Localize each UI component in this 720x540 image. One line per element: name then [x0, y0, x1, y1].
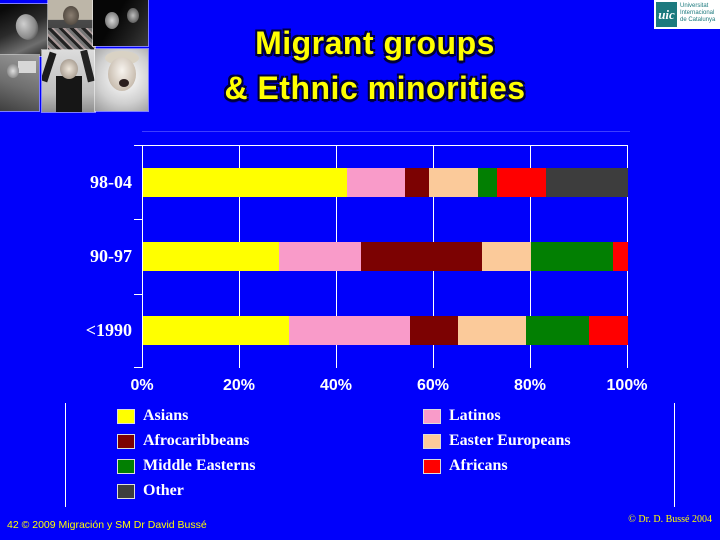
y-axis-tick: [134, 219, 142, 220]
legend-item-easter-europeans: Easter Europeans: [424, 432, 571, 449]
legend-item-africans: Africans: [424, 457, 508, 474]
bar-row-98-04: [143, 168, 628, 197]
x-tick-label: 100%: [606, 377, 648, 394]
plot-top-border: [142, 145, 628, 146]
x-tick-label: 40%: [319, 377, 353, 394]
x-tick-label: 80%: [513, 377, 547, 394]
bw-photo-man-patterned-shirt: [48, 0, 95, 56]
legend-swatch-icon: [424, 434, 440, 448]
legend-label: Afrocaribbeans: [143, 432, 250, 449]
bar-segment-afrocaribbeans: [409, 316, 459, 345]
slide-title-line2: & Ethnic minorities: [224, 70, 526, 106]
university-logo: uic Universitat Internacional de Catalun…: [654, 0, 720, 29]
legend-label: Asians: [143, 407, 189, 424]
legend-item-other: Other: [118, 482, 184, 499]
bar-segment-latinos: [278, 242, 362, 271]
bar-segment-africans: [613, 242, 628, 271]
bar-segment-middle-easterns: [526, 316, 590, 345]
legend-swatch-icon: [424, 459, 440, 473]
photo-collage: [0, 0, 148, 113]
bar-segment-latinos: [288, 316, 410, 345]
bar-segment-middle-easterns: [530, 242, 614, 271]
bar-segment-asians: [143, 242, 279, 271]
category-label-98-04: 98-04: [90, 172, 132, 192]
legend-swatch-icon: [118, 434, 134, 448]
bar-segment-asians: [143, 168, 347, 197]
slide-title: Migrant groups & Ethnic minorities: [150, 21, 600, 111]
y-axis-tick: [134, 294, 142, 295]
bw-photo-two-people-dark: [93, 0, 148, 46]
category-label-90-97: 90-97: [90, 246, 132, 266]
bar-row-<1990: [143, 316, 628, 345]
bw-photo-person-in-room: [0, 55, 39, 111]
legend-swatch-icon: [118, 459, 134, 473]
chart-frame-left-line: [65, 403, 66, 507]
legend-item-asians: Asians: [118, 407, 189, 424]
y-axis-tick: [134, 367, 142, 368]
uic-logo-icon: uic: [656, 2, 677, 27]
bw-photo-laughing-woman: [95, 49, 148, 111]
legend-label: Middle Easterns: [143, 457, 256, 474]
y-axis-tick: [134, 145, 142, 146]
bar-segment-easter-europeans: [429, 168, 478, 197]
legend-item-afrocaribbeans: Afrocaribbeans: [118, 432, 250, 449]
bar-segment-africans: [497, 168, 546, 197]
legend-item-middle-easterns: Middle Easterns: [118, 457, 256, 474]
university-logo-text: Universitat Internacional de Catalunya: [680, 3, 716, 23]
footer-credit-right: © Dr. D. Bussé 2004: [628, 514, 712, 525]
x-tick-label: 60%: [416, 377, 450, 394]
chart-frame-right-line: [674, 403, 675, 507]
bw-photo-man-arms-raised: [42, 50, 95, 112]
bar-segment-afrocaribbeans: [361, 242, 483, 271]
legend-swatch-icon: [118, 409, 134, 423]
bar-segment-middle-easterns: [477, 168, 498, 197]
bar-segment-latinos: [346, 168, 405, 197]
bar-segment-other: [545, 168, 628, 197]
legend-label: Easter Europeans: [449, 432, 571, 449]
bar-segment-africans: [589, 316, 628, 345]
legend-swatch-icon: [424, 409, 440, 423]
chart-frame-top-line: [142, 131, 630, 132]
legend-swatch-icon: [118, 484, 134, 498]
bw-photo-man-looking-up: [0, 4, 50, 56]
legend-item-latinos: Latinos: [424, 407, 501, 424]
legend-label: Africans: [449, 457, 508, 474]
slide-title-line1: Migrant groups: [255, 25, 495, 61]
legend-label: Other: [143, 482, 184, 499]
plot-area: [134, 145, 628, 368]
bar-segment-easter-europeans: [458, 316, 527, 345]
bar-segment-asians: [143, 316, 289, 345]
legend-label: Latinos: [449, 407, 501, 424]
x-tick-label: 20%: [222, 377, 256, 394]
bar-row-90-97: [143, 242, 628, 271]
category-label-<1990: <1990: [85, 320, 132, 340]
x-tick-label: 0%: [130, 377, 154, 394]
bar-segment-easter-europeans: [482, 242, 531, 271]
footer-credit-left: 42 © 2009 Migración y SM Dr David Bussé: [7, 519, 207, 531]
gridline-0%: [142, 145, 143, 368]
bar-segment-afrocaribbeans: [404, 168, 430, 197]
